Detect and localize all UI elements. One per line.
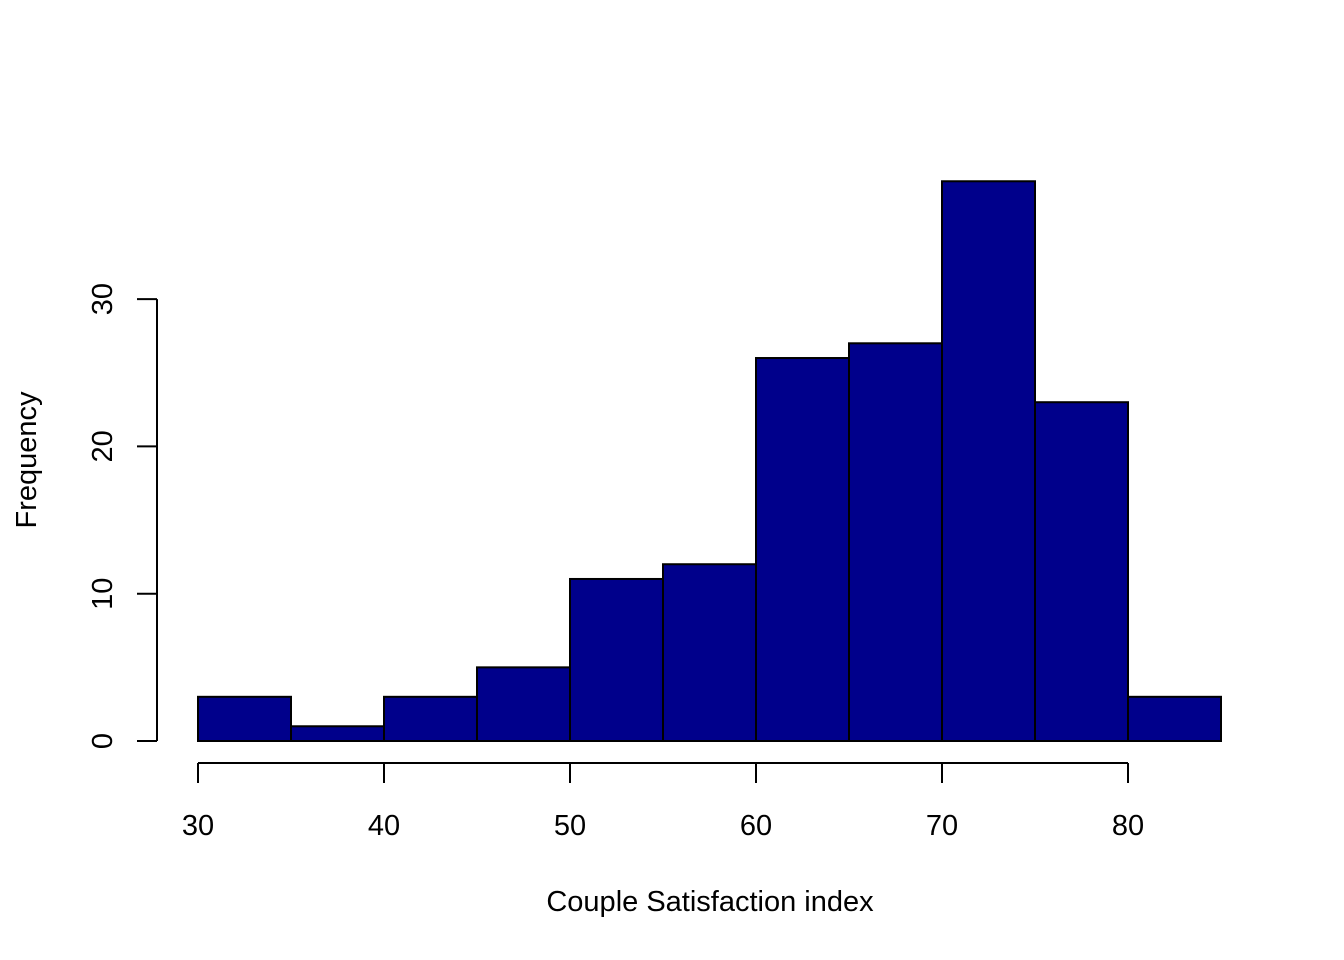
x-tick-label: 80 bbox=[1112, 810, 1144, 842]
x-axis: 30 40 50 60 70 80 bbox=[182, 762, 1144, 842]
x-tick-label: 40 bbox=[368, 810, 400, 842]
histogram-bar bbox=[1127, 695, 1222, 742]
histogram-bar bbox=[383, 695, 478, 742]
y-axis-title: Frequency bbox=[11, 391, 43, 529]
histogram-bar bbox=[290, 725, 385, 743]
histogram-bar bbox=[197, 695, 292, 742]
y-tick-label: 20 bbox=[87, 430, 119, 462]
x-axis-title: Couple Satisfaction index bbox=[546, 886, 874, 918]
histogram-bar bbox=[941, 180, 1036, 742]
x-tick-label: 70 bbox=[926, 810, 958, 842]
histogram-bar bbox=[848, 342, 943, 742]
histogram-bar bbox=[662, 563, 757, 742]
histogram-bar bbox=[755, 357, 850, 742]
bars-group bbox=[197, 180, 1222, 743]
histogram-bar bbox=[569, 577, 664, 742]
histogram-bar bbox=[1034, 401, 1129, 742]
x-tick-label: 30 bbox=[182, 810, 214, 842]
y-axis: 0 10 20 30 bbox=[87, 283, 158, 749]
x-tick-label: 50 bbox=[554, 810, 586, 842]
y-tick-label: 30 bbox=[87, 283, 119, 315]
histogram-bar bbox=[476, 666, 571, 742]
y-tick-label: 10 bbox=[87, 578, 119, 610]
y-tick-label: 0 bbox=[87, 733, 119, 749]
x-tick-label: 60 bbox=[740, 810, 772, 842]
